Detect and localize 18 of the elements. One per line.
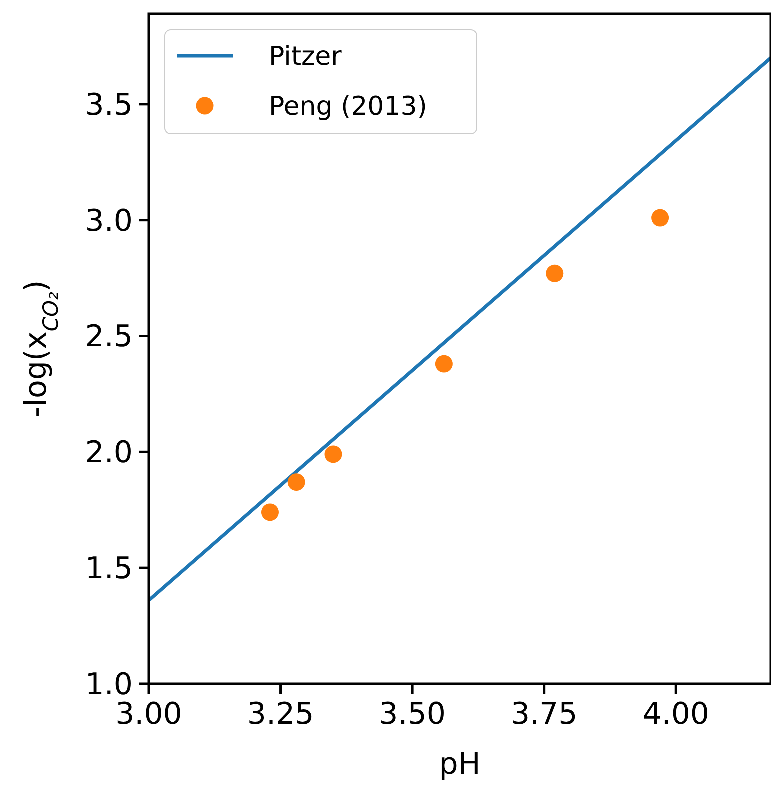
x-tick-label: 3.25 xyxy=(247,697,314,732)
legend-label: Pitzer xyxy=(269,42,342,72)
point xyxy=(324,446,342,464)
y-tick-label: 2.5 xyxy=(85,320,133,355)
y-tick-label: 2.0 xyxy=(85,436,133,471)
x-tick-label: 4.00 xyxy=(642,697,710,732)
point xyxy=(435,355,453,373)
point xyxy=(261,504,279,522)
x-tick-label: 3.50 xyxy=(379,697,446,732)
y-tick-label: 3.0 xyxy=(85,204,133,239)
legend-label: Peng (2013) xyxy=(269,92,428,122)
point xyxy=(546,264,564,282)
x-tick-label: 3.75 xyxy=(510,697,578,732)
y-tick-label: 3.5 xyxy=(85,88,133,123)
y-tick-label: 1.5 xyxy=(85,552,133,587)
point xyxy=(288,474,306,492)
x-axis-title: pH xyxy=(439,747,481,782)
point xyxy=(652,209,670,227)
